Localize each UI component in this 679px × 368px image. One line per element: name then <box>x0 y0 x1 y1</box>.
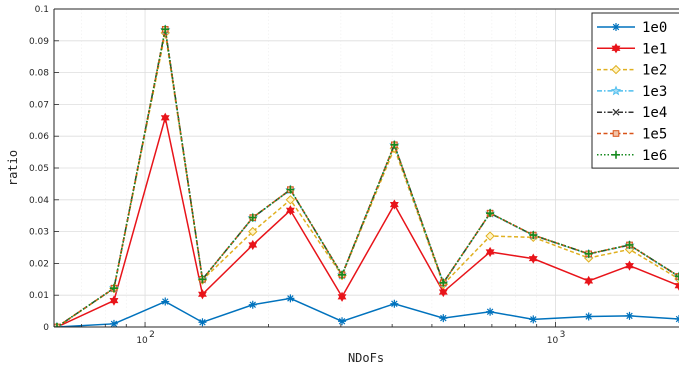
legend-label: 1e5 <box>642 127 667 143</box>
data-point <box>54 323 61 327</box>
y-tick-label: 0.02 <box>29 259 49 269</box>
data-point <box>625 260 634 271</box>
data-point <box>338 270 347 279</box>
data-point <box>486 307 495 316</box>
legend-label: 1e1 <box>642 41 667 57</box>
data-point <box>612 23 620 31</box>
data-point <box>198 275 207 284</box>
data-point <box>285 205 295 216</box>
data-point <box>248 213 257 222</box>
data-point <box>485 246 495 258</box>
y-tick-label: 0.01 <box>29 291 49 301</box>
y-tick-label: 0.04 <box>29 196 49 206</box>
data-point <box>109 284 118 293</box>
legend-entry: 1e2 <box>597 63 667 79</box>
legend-label: 1e6 <box>642 148 667 164</box>
legend-label: 1e0 <box>642 20 667 36</box>
data-point <box>389 199 399 210</box>
y-tick-label: 0.06 <box>29 132 49 142</box>
data-point <box>248 300 257 309</box>
data-point <box>286 294 295 303</box>
data-point <box>529 231 538 240</box>
data-point <box>198 289 207 300</box>
x-tick-label: 10 <box>547 336 559 346</box>
y-tick-label: 0.07 <box>29 100 49 110</box>
data-point <box>109 295 119 306</box>
data-point <box>198 318 207 327</box>
data-point <box>161 297 170 306</box>
x-tick-exponent: 2 <box>149 330 155 340</box>
legend-entry: 1e3 <box>597 84 667 100</box>
data-point <box>610 85 622 96</box>
data-point <box>485 231 495 241</box>
legend-label: 1e4 <box>642 105 667 121</box>
data-point <box>528 253 538 264</box>
legend-entry: 1e4 <box>597 105 667 121</box>
x-axis-label: NDoFs <box>348 351 384 365</box>
data-point <box>248 239 258 251</box>
legend-label: 1e3 <box>642 84 667 100</box>
legend-entry: 1e1 <box>597 41 667 57</box>
series-line <box>56 29 679 327</box>
data-point <box>612 130 620 137</box>
data-point <box>675 272 679 281</box>
data-point <box>625 311 634 320</box>
data-point <box>285 195 296 205</box>
legend-box <box>591 12 679 169</box>
data-point <box>584 275 594 287</box>
y-axis-label: ratio <box>6 150 20 186</box>
series-1e6 <box>54 25 679 327</box>
y-tick-label: 0.1 <box>35 5 49 15</box>
x-tick-exponent: 3 <box>560 330 566 340</box>
legend-label: 1e2 <box>642 63 667 79</box>
data-point <box>612 150 620 159</box>
data-point <box>439 314 448 323</box>
y-tick-label: 0.05 <box>29 164 49 174</box>
data-point <box>109 319 118 327</box>
data-point <box>611 43 621 54</box>
series-line <box>56 117 679 327</box>
legend: 1e0 1e1 1e2 1e3 1e4 1e5 1e6 <box>591 12 679 169</box>
series-line <box>56 297 679 327</box>
data-point <box>529 315 538 324</box>
data-point <box>612 108 620 116</box>
data-point <box>160 112 170 123</box>
legend-entry: 1e0 <box>597 20 667 36</box>
y-tick-label: 0.03 <box>29 228 49 238</box>
legend-entry: 1e5 <box>597 127 667 143</box>
data-point <box>584 312 593 321</box>
y-tick-label: 0 <box>43 323 49 333</box>
y-tick-label: 0.09 <box>29 37 49 47</box>
series-1e0 <box>54 294 679 327</box>
data-point <box>674 280 679 291</box>
data-point <box>584 249 593 258</box>
y-tick-label: 0.08 <box>29 69 49 79</box>
data-point <box>438 286 448 298</box>
data-point <box>161 25 170 34</box>
data-point <box>390 140 399 149</box>
legend-entry: 1e6 <box>597 148 667 164</box>
series-lines <box>54 24 679 327</box>
data-point <box>286 185 295 194</box>
data-point <box>439 278 448 287</box>
data-point <box>338 317 347 326</box>
data-point <box>625 240 634 249</box>
data-point <box>611 64 621 75</box>
data-point <box>390 299 399 308</box>
data-point <box>337 291 347 302</box>
data-point <box>486 209 495 218</box>
x-tick-label: 10 <box>136 336 148 346</box>
tick-labels: 0 0.01 0.02 0.03 0.04 0.05 0.06 0.07 0.08 0.09 0.1… <box>29 5 565 346</box>
data-point <box>248 226 258 237</box>
